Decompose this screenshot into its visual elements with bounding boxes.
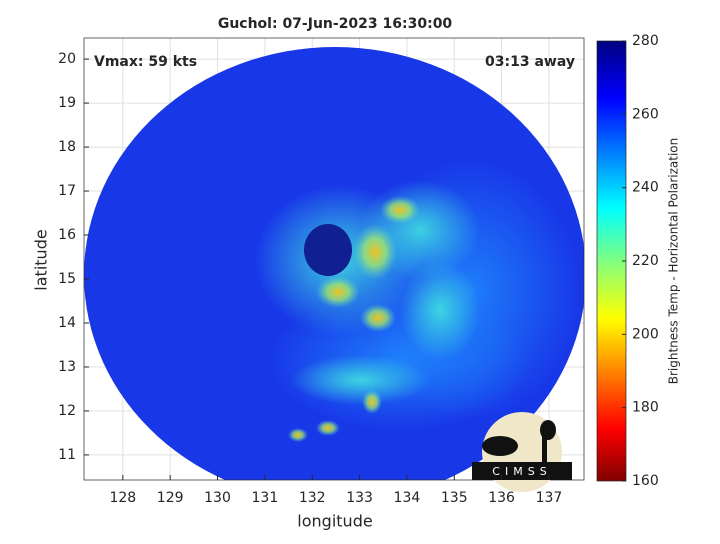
y-tick-label: 19 xyxy=(58,95,76,111)
x-tick-label: 134 xyxy=(394,490,421,506)
colorbar xyxy=(596,40,627,482)
x-tick-label: 133 xyxy=(346,490,373,506)
annotation: Vmax: 59 kts xyxy=(94,54,197,70)
x-tick-label: 131 xyxy=(252,490,279,506)
x-tick-label: 135 xyxy=(441,490,468,506)
y-tick-label: 14 xyxy=(58,315,76,331)
x-axis-label: longitude xyxy=(297,512,372,531)
x-tick-label: 136 xyxy=(488,490,515,506)
colorbar-tick-label: 160 xyxy=(632,473,659,489)
y-tick-label: 15 xyxy=(58,271,76,287)
y-tick-label: 18 xyxy=(58,139,76,155)
colorbar-tick-label: 180 xyxy=(632,400,659,416)
plot-frame xyxy=(83,37,585,481)
chart-title: Guchol: 07-Jun-2023 16:30:00 xyxy=(218,16,453,32)
x-tick-label: 132 xyxy=(299,490,326,506)
colorbar-tick-label: 280 xyxy=(632,33,659,49)
y-tick-label: 11 xyxy=(58,447,76,463)
colorbar-tick-label: 260 xyxy=(632,106,659,122)
x-tick-label: 129 xyxy=(157,490,184,506)
y-tick-label: 12 xyxy=(58,403,76,419)
logo-text: CIMSS xyxy=(492,465,551,478)
x-tick-label: 130 xyxy=(204,490,231,506)
y-tick-label: 20 xyxy=(58,51,76,67)
x-tick-label: 137 xyxy=(536,490,563,506)
y-tick-label: 13 xyxy=(58,359,76,375)
colorbar-tick-label: 200 xyxy=(632,326,659,342)
logo: CIMSS xyxy=(472,412,572,492)
y-tick-label: 16 xyxy=(58,227,76,243)
colorbar-tick-label: 240 xyxy=(632,180,659,196)
satellite-image xyxy=(84,47,584,480)
colorbar-label: Brightness Temp - Horizontal Polarizatio… xyxy=(667,138,681,385)
y-tick-label: 17 xyxy=(58,183,76,199)
y-axis-label: latitude xyxy=(32,229,51,290)
x-tick-label: 128 xyxy=(109,490,136,506)
annotation: 03:13 away xyxy=(485,54,575,70)
colorbar-tick-label: 220 xyxy=(632,253,659,269)
